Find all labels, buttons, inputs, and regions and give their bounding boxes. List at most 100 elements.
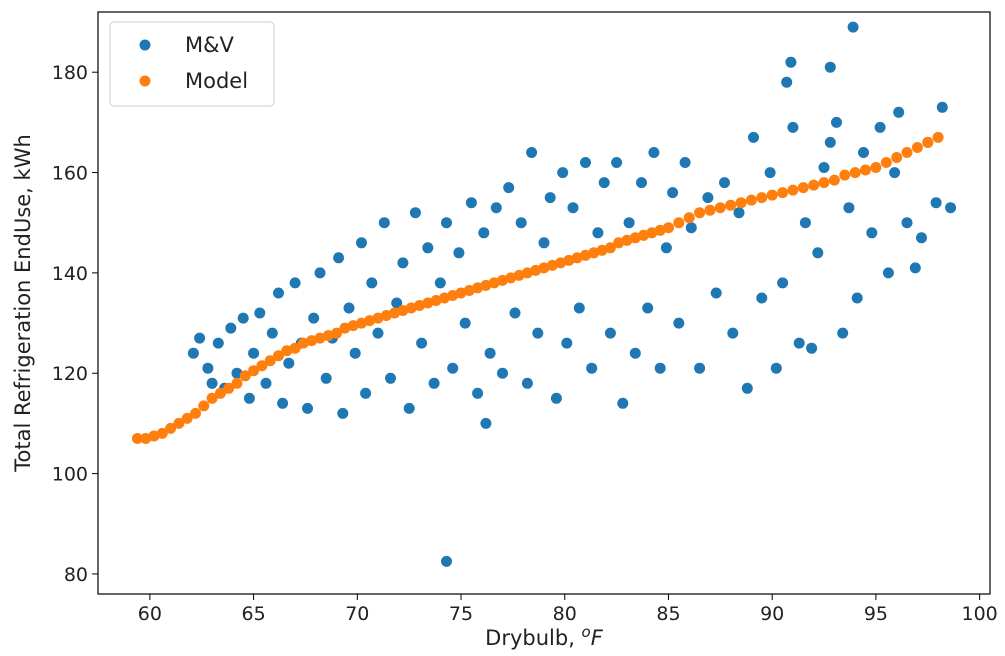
data-point (831, 116, 842, 128)
data-point (880, 157, 892, 168)
data-point (254, 307, 266, 319)
data-point (818, 177, 830, 189)
data-point (621, 234, 633, 246)
data-point (936, 101, 948, 113)
data-point (812, 247, 824, 259)
data-point (648, 147, 660, 158)
data-point (447, 290, 459, 301)
data-point (685, 222, 697, 234)
data-point (573, 302, 585, 314)
data-point (302, 402, 313, 414)
data-point (428, 377, 440, 389)
data-point (889, 167, 901, 179)
data-point (922, 136, 934, 148)
data-point (206, 377, 218, 389)
data-point (337, 407, 349, 419)
y-tick-label: 120 (52, 363, 88, 385)
data-point (490, 202, 502, 214)
data-point (563, 254, 575, 266)
data-point (453, 247, 465, 259)
x-tick-label: 95 (864, 603, 888, 625)
data-point (198, 400, 210, 412)
data-point (212, 337, 224, 349)
data-point (472, 387, 484, 399)
data-point (901, 147, 913, 158)
data-point (858, 147, 869, 158)
data-point (283, 357, 295, 369)
x-tick-label: 75 (449, 603, 473, 625)
data-point (748, 131, 759, 143)
data-point (447, 362, 459, 374)
data-point (793, 337, 805, 349)
data-point (202, 362, 214, 374)
data-point (187, 347, 199, 359)
data-point (710, 287, 722, 299)
data-point (604, 327, 616, 339)
data-point (909, 262, 921, 274)
x-tick-label: 80 (553, 603, 577, 625)
data-point (349, 347, 361, 359)
data-point (322, 330, 334, 342)
data-point (733, 207, 745, 219)
data-point (380, 310, 392, 321)
data-point (546, 259, 558, 271)
data-point (366, 277, 378, 289)
data-point (882, 267, 894, 279)
data-point (297, 337, 309, 349)
x-tick-label: 90 (760, 603, 784, 625)
data-point (289, 277, 301, 289)
data-point (214, 387, 226, 399)
data-point (231, 377, 243, 389)
data-point (787, 121, 799, 133)
plot-area (97, 11, 991, 595)
data-point (598, 177, 610, 189)
x-tick-label: 60 (138, 603, 162, 625)
data-point (385, 372, 396, 384)
data-point (422, 297, 434, 309)
data-point (787, 184, 799, 196)
data-point (932, 131, 944, 143)
data-point (797, 182, 809, 194)
data-point (839, 169, 851, 181)
data-point (343, 302, 355, 314)
data-point (243, 392, 255, 404)
legend-marker-model (139, 75, 151, 87)
data-point (561, 337, 573, 349)
data-point (745, 194, 757, 206)
data-point (434, 277, 446, 289)
x-axis-label: Drybulb, oF (485, 623, 604, 650)
x-tick-label: 70 (345, 603, 369, 625)
data-point (513, 269, 525, 281)
data-point (281, 345, 293, 357)
data-point (756, 292, 768, 304)
data-point (532, 327, 544, 339)
data-point (567, 202, 579, 214)
data-point (397, 305, 409, 316)
data-point (851, 292, 863, 304)
data-point (741, 382, 753, 394)
data-point (866, 227, 878, 239)
data-point (156, 427, 168, 439)
data-point (409, 207, 421, 219)
data-point (181, 412, 193, 424)
data-point (849, 167, 861, 179)
data-point (806, 342, 818, 354)
data-point (497, 274, 508, 286)
data-point (360, 387, 372, 399)
data-point (364, 315, 376, 327)
data-point (673, 217, 685, 229)
data-point (781, 76, 793, 88)
data-point (623, 217, 635, 229)
data-point (397, 257, 409, 269)
data-point (248, 347, 260, 359)
data-point (223, 382, 235, 394)
y-axis: 80 100 120 140 160 180 (52, 62, 98, 586)
data-point (580, 157, 591, 168)
data-point (472, 282, 484, 294)
data-point (916, 232, 927, 244)
data-point (770, 362, 782, 374)
data-point (694, 362, 706, 374)
data-point (704, 204, 716, 216)
data-point (455, 287, 467, 299)
data-point (503, 182, 515, 194)
